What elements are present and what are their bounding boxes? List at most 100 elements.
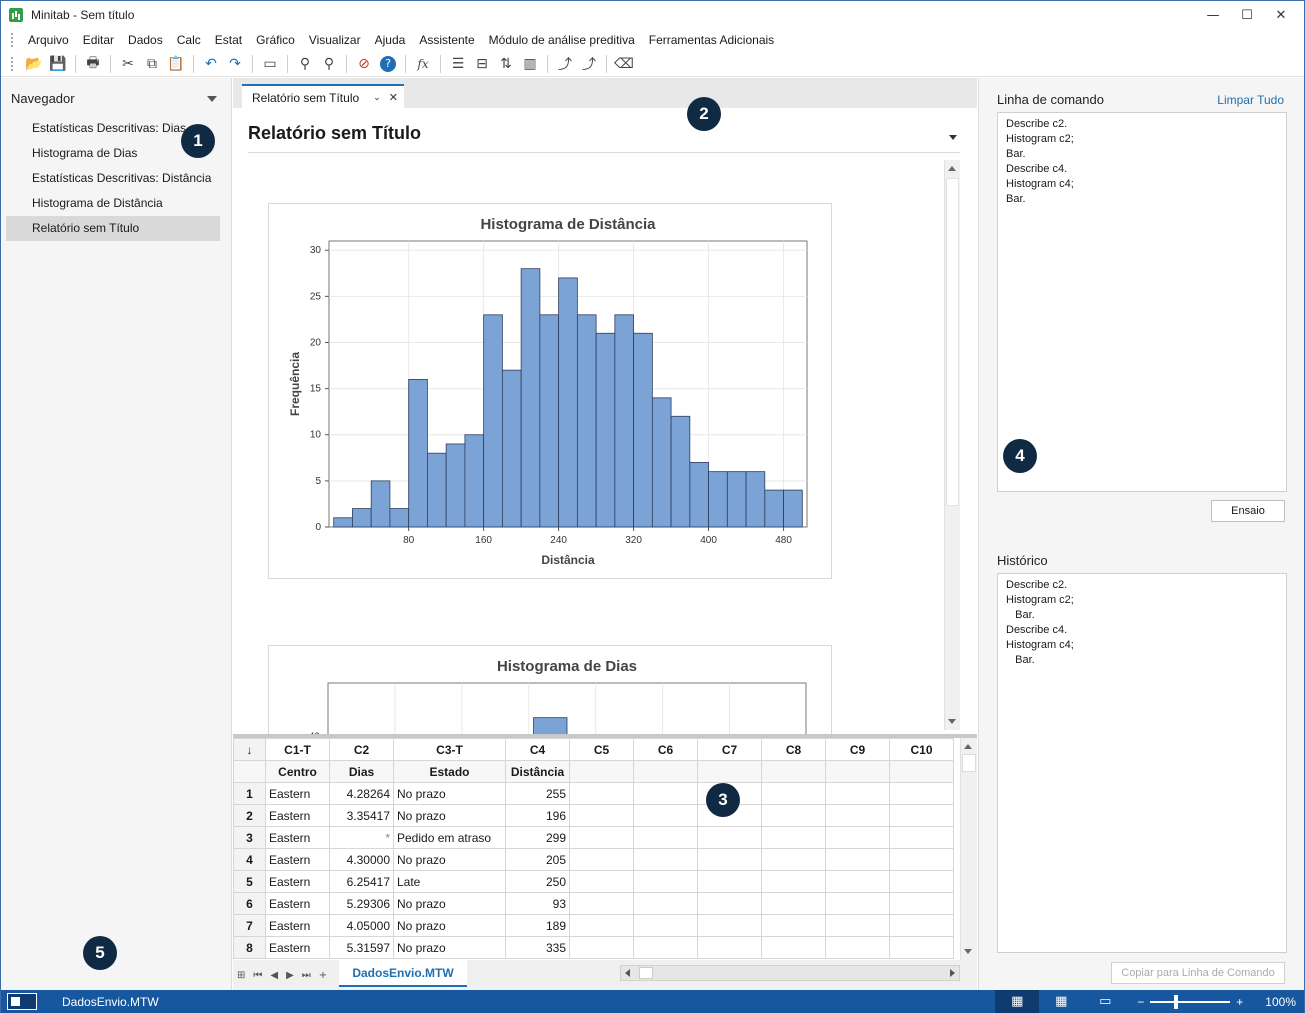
navigator-menu-caret-icon[interactable] [207, 96, 217, 102]
data-cell[interactable]: 3.35417 [329, 804, 394, 827]
data-cell[interactable] [633, 914, 698, 937]
data-cell[interactable]: No prazo [393, 936, 506, 959]
data-cell[interactable] [825, 804, 890, 827]
data-cell[interactable] [633, 936, 698, 959]
eraser-icon[interactable]: ⌫ [614, 55, 634, 72]
data-cell[interactable] [697, 914, 762, 937]
data-cell[interactable] [633, 892, 698, 915]
menu-analise-preditiva[interactable]: Módulo de análise preditiva [488, 33, 635, 47]
navigator-item-estatisticas-distancia[interactable]: Estatísticas Descritivas: Distância [32, 171, 212, 185]
data-cell[interactable]: Eastern [265, 848, 330, 871]
data-cell[interactable] [761, 936, 826, 959]
data-cell[interactable] [761, 804, 826, 827]
ws-scroll-down-arrow-icon[interactable] [964, 949, 972, 954]
run-button[interactable]: Ensaio [1211, 500, 1285, 522]
data-cell[interactable] [825, 848, 890, 871]
find-icon[interactable]: ⚲ [299, 55, 311, 72]
data-cell[interactable]: 4.05000 [329, 914, 394, 937]
menu-editar[interactable]: Editar [82, 33, 115, 47]
chevron-down-icon[interactable]: ⌄ [373, 92, 381, 102]
brush-select-icon[interactable]: ⤴ [582, 56, 596, 73]
data-cell[interactable] [697, 870, 762, 893]
sheet-list-icon[interactable]: ⊞ [237, 969, 246, 981]
worksheet-horizontal-scrollbar[interactable] [620, 965, 960, 981]
navigator-item-histograma-dias[interactable]: Histograma de Dias [32, 146, 138, 160]
data-cell[interactable] [761, 848, 826, 871]
row-number[interactable]: 1 [233, 782, 266, 805]
data-cell[interactable] [569, 826, 634, 849]
data-cell[interactable]: Eastern [265, 892, 330, 915]
column-header-c8[interactable]: C8 [761, 738, 826, 761]
data-cell[interactable]: 335 [505, 936, 570, 959]
scroll-right-arrow-icon[interactable] [950, 969, 955, 977]
data-cell[interactable]: 5.31597 [329, 936, 394, 959]
report-scroll-thumb[interactable] [946, 178, 959, 506]
ws-hscroll-thumb[interactable] [639, 967, 653, 979]
data-cell[interactable]: No prazo [393, 804, 506, 827]
worksheet-view-icon[interactable]: ▦ [1055, 994, 1068, 1009]
column-name-cell[interactable] [889, 760, 954, 783]
split-view-icon[interactable]: ▦ [995, 990, 1040, 1013]
column-name-cell[interactable] [761, 760, 826, 783]
data-cell[interactable]: 299 [505, 826, 570, 849]
data-cell[interactable] [825, 892, 890, 915]
data-cell[interactable]: * [329, 826, 394, 849]
data-cell[interactable] [569, 892, 634, 915]
panel-toggle-icon[interactable] [7, 993, 37, 1010]
data-cell[interactable]: 205 [505, 848, 570, 871]
save-icon[interactable]: 💾 [49, 55, 67, 72]
data-cell[interactable] [825, 826, 890, 849]
zoom-out-icon[interactable]: − [1137, 994, 1145, 1009]
data-cell[interactable]: No prazo [393, 782, 506, 805]
scroll-down-arrow-icon[interactable] [948, 719, 956, 724]
zoom-slider-thumb[interactable] [1174, 994, 1179, 1009]
menu-arquivo[interactable]: Arquivo [28, 33, 69, 47]
data-cell[interactable] [569, 782, 634, 805]
menu-ferramentas-adicionais[interactable]: Ferramentas Adicionais [648, 33, 775, 47]
data-cell[interactable] [697, 892, 762, 915]
command-line-input[interactable]: Describe c2. Histogram c2; Bar. Describe c4… [997, 112, 1287, 492]
column-header-c10[interactable]: C10 [889, 738, 954, 761]
data-cell[interactable] [825, 782, 890, 805]
copy-icon[interactable]: ⧉ [147, 55, 157, 72]
close-tab-icon[interactable]: ✕ [388, 92, 398, 104]
data-cell[interactable] [761, 892, 826, 915]
column-header-c7[interactable]: C7 [697, 738, 762, 761]
data-cell[interactable]: 255 [505, 782, 570, 805]
data-cell[interactable] [569, 848, 634, 871]
column-header-c5[interactable]: C5 [569, 738, 634, 761]
data-cell[interactable] [889, 870, 954, 893]
data-cell[interactable] [697, 936, 762, 959]
report-worksheet-splitter[interactable] [233, 734, 977, 738]
column-name-cell[interactable]: Estado [393, 760, 506, 783]
maximize-button[interactable]: ☐ [1241, 7, 1253, 23]
copy-to-command-line-button[interactable]: Copiar para Linha de Comando [1111, 962, 1285, 984]
column-name-cell[interactable] [697, 760, 762, 783]
menu-assistente[interactable]: Assistente [419, 33, 475, 47]
column-header-c1-t[interactable]: C1-T [265, 738, 330, 761]
data-cell[interactable] [889, 826, 954, 849]
ws-scroll-thumb[interactable] [962, 754, 976, 772]
data-cell[interactable]: 250 [505, 870, 570, 893]
data-cell[interactable]: Eastern [265, 870, 330, 893]
data-cell[interactable]: Pedido em atraso [393, 826, 506, 849]
data-cell[interactable] [633, 870, 698, 893]
data-cell[interactable]: Eastern [265, 804, 330, 827]
sheet-tab-dadosenvio[interactable]: DadosEnvio.MTW [339, 960, 467, 987]
paste-icon[interactable]: 📋 [167, 55, 185, 72]
minimize-button[interactable]: — [1206, 7, 1220, 23]
last-sheet-icon[interactable]: ⏭ [301, 969, 311, 981]
output-view-icon[interactable]: ▭ [1099, 994, 1112, 1009]
data-cell[interactable] [825, 870, 890, 893]
column-name-cell[interactable]: Centro [265, 760, 330, 783]
data-cell[interactable] [633, 804, 698, 827]
data-cell[interactable]: No prazo [393, 892, 506, 915]
menu-visualizar[interactable]: Visualizar [308, 33, 361, 47]
data-cell[interactable] [889, 782, 954, 805]
zoom-in-icon[interactable]: + [1236, 994, 1244, 1009]
menu-dados[interactable]: Dados [128, 33, 163, 47]
data-cell[interactable] [569, 870, 634, 893]
cancel-icon[interactable]: ⊘ [358, 55, 370, 72]
data-cell[interactable] [569, 936, 634, 959]
data-cell[interactable]: 5.29306 [329, 892, 394, 915]
